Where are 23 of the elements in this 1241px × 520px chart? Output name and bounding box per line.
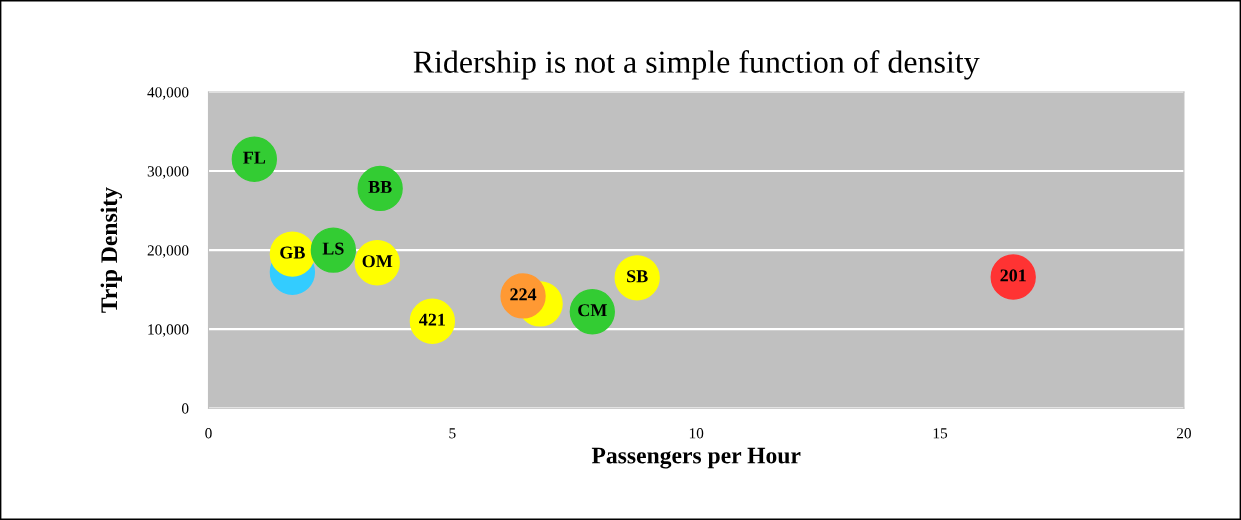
annotation: CM <box>578 304 607 317</box>
annotation: 421 <box>419 313 445 326</box>
y-tick-label: 0 <box>181 403 189 414</box>
annotation: GB <box>280 246 305 259</box>
y-tick-label: 40,000 <box>147 87 189 100</box>
annotation: FL <box>243 151 266 164</box>
annotation: 224 <box>510 288 537 301</box>
x-tick-label: 10 <box>689 428 704 439</box>
annotation: 201 <box>1000 269 1026 282</box>
x-tick-label: 0 <box>205 428 212 439</box>
annotation: OM <box>362 255 393 268</box>
chart-title: Ridership is not a simple function of density <box>413 50 980 80</box>
y-tick-label: 10,000 <box>148 324 189 337</box>
y-tick-label: 30,000 <box>147 166 189 179</box>
x-tick-label: 15 <box>933 428 948 439</box>
x-tick-label: 20 <box>1176 428 1191 439</box>
x-axis-title: Passengers per Hour <box>591 447 801 469</box>
annotation: BB <box>368 180 392 193</box>
y-tick-label: 20,000 <box>147 245 189 258</box>
annotation: LS <box>322 242 344 255</box>
annotation: SB <box>627 270 648 283</box>
y-axis-title: Trip Density <box>100 187 123 313</box>
x-tick-label: 5 <box>449 428 456 439</box>
